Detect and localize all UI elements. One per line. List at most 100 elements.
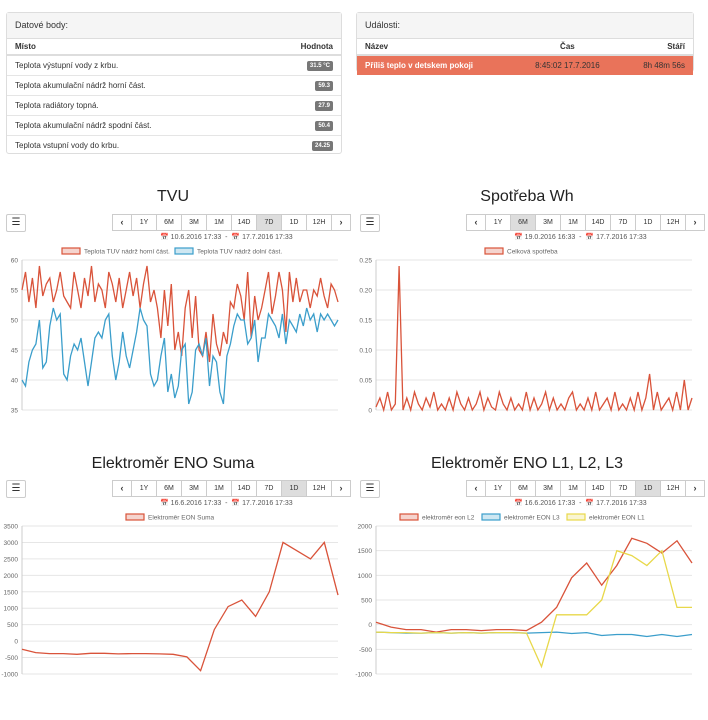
events-panel: Události: Název Čas Stáří Příliš teplo v… <box>356 12 694 75</box>
range-button-6m[interactable]: 6M <box>510 214 536 231</box>
range-button-12h[interactable]: 12H <box>660 480 686 497</box>
calendar-icon: 📅 <box>514 500 523 507</box>
legend-swatch[interactable] <box>566 513 586 521</box>
legend-label[interactable]: Celková spotřeba <box>507 249 558 256</box>
range-next-button[interactable]: › <box>331 214 351 231</box>
range-button-1y[interactable]: 1Y <box>131 214 157 231</box>
range-button-14d[interactable]: 14D <box>585 480 611 497</box>
legend-label[interactable]: Teplota TUV nádrž horní část. <box>84 249 170 256</box>
calendar-icon: 📅 <box>585 500 595 507</box>
legend-swatch[interactable] <box>125 513 145 521</box>
legend-label[interactable]: Teplota TUV nádrž dolní část. <box>197 249 282 256</box>
range-prev-button[interactable]: ‹ <box>466 480 486 497</box>
range-button-3m[interactable]: 3M <box>181 480 207 497</box>
range-button-7d[interactable]: 7D <box>610 214 636 231</box>
chart-menu-button[interactable]: ☰ <box>360 214 380 232</box>
calendar-icon: 📅 <box>514 234 523 241</box>
range-button-3m[interactable]: 3M <box>535 480 561 497</box>
events-table: Název Čas Stáří Příliš teplo v detskem p… <box>357 39 693 75</box>
range-button-1m[interactable]: 1M <box>560 480 586 497</box>
range-button-1m[interactable]: 1M <box>560 214 586 231</box>
col-time: Čas <box>515 39 619 56</box>
hamburger-icon: ☰ <box>11 217 21 228</box>
date-to[interactable]: 17.7.2016 17:33 <box>242 500 293 507</box>
legend-label[interactable]: elektroměr eon L2 <box>422 515 475 522</box>
range-prev-button[interactable]: ‹ <box>466 214 486 231</box>
range-next-button[interactable]: › <box>331 480 351 497</box>
range-next-button[interactable]: › <box>685 480 705 497</box>
range-button-12h[interactable]: 12H <box>306 480 332 497</box>
date-from[interactable]: 10.6.2016 17:33 <box>170 234 222 241</box>
range-prev-button[interactable]: ‹ <box>112 480 132 497</box>
legend-swatch[interactable] <box>484 247 504 255</box>
event-row[interactable]: Příliš teplo v detskem pokoji 8:45:02 17.… <box>357 54 693 75</box>
datapoint-value-cell: 27.9 <box>260 95 341 116</box>
range-button-7d[interactable]: 7D <box>256 480 282 497</box>
legend-swatch[interactable] <box>481 513 501 521</box>
date-from[interactable]: 16.6.2016 17:33 <box>170 500 222 507</box>
chart-plot: elektroměr eon L2 elektroměr EON L3 elektr… <box>355 513 693 679</box>
range-prev-button[interactable]: ‹ <box>112 214 132 231</box>
y-tick-label: 35 <box>11 408 19 415</box>
chart-menu-button[interactable]: ☰ <box>6 214 26 232</box>
range-button-1y[interactable]: 1Y <box>131 480 157 497</box>
range-button-14d[interactable]: 14D <box>231 480 257 497</box>
event-name: Příliš teplo v detskem pokoji <box>357 54 516 75</box>
range-button-12h[interactable]: 12H <box>306 214 332 231</box>
date-from[interactable]: 16.6.2016 17:33 <box>524 500 576 507</box>
range-button-1y[interactable]: 1Y <box>485 480 511 497</box>
range-button-7d[interactable]: 7D <box>610 480 636 497</box>
range-next-button[interactable]: › <box>685 214 705 231</box>
date-to[interactable]: 17.7.2016 17:33 <box>596 234 647 241</box>
chart-title: Elektroměr ENO L1, L2, L3 <box>430 455 624 472</box>
range-button-1m[interactable]: 1M <box>206 480 232 497</box>
legend-swatch[interactable] <box>399 513 419 521</box>
range-button-1d[interactable]: 1D <box>281 214 307 231</box>
range-button-1d[interactable]: 1D <box>635 480 661 497</box>
hamburger-icon: ☰ <box>365 217 375 228</box>
y-tick-label: 2000 <box>358 524 373 531</box>
range-button-1m[interactable]: 1M <box>206 214 232 231</box>
range-button-1d[interactable]: 1D <box>635 214 661 231</box>
date-from[interactable]: 19.0.2016 16:33 <box>524 234 576 241</box>
date-range: 📅 19.0.2016 16:33 - 📅 17.7.2016 17:33 <box>514 234 647 241</box>
range-selector: ‹ 1Y 6M 3M 1M 14D 7D 1D 12H › <box>112 480 351 497</box>
legend-label[interactable]: elektroměr EON L1 <box>589 515 645 522</box>
y-tick-label: 1500 <box>358 548 373 555</box>
range-button-1d[interactable]: 1D <box>281 480 307 497</box>
range-button-7d[interactable]: 7D <box>256 214 282 231</box>
legend-label[interactable]: Elektroměr EON Suma <box>148 515 214 522</box>
series-line-0 <box>375 265 693 413</box>
legend-swatch[interactable] <box>174 247 194 255</box>
range-button-12h[interactable]: 12H <box>660 214 686 231</box>
y-tick-label: 500 <box>7 622 18 629</box>
range-button-14d[interactable]: 14D <box>231 214 257 231</box>
range-button-1y[interactable]: 1Y <box>485 214 511 231</box>
date-to[interactable]: 17.7.2016 17:33 <box>596 500 647 507</box>
y-tick-label: 1500 <box>4 589 19 596</box>
range-button-6m[interactable]: 6M <box>156 480 182 497</box>
legend-label[interactable]: elektroměr EON L3 <box>504 515 560 522</box>
date-to[interactable]: 17.7.2016 17:33 <box>242 234 293 241</box>
events-heading: Události: <box>357 13 693 39</box>
y-tick-label: 2000 <box>4 573 19 580</box>
series-line-1 <box>21 307 339 405</box>
y-tick-label: 3500 <box>4 524 19 531</box>
datapoint-value-cell: 24.25 <box>260 135 341 155</box>
range-button-14d[interactable]: 14D <box>585 214 611 231</box>
range-button-6m[interactable]: 6M <box>510 480 536 497</box>
y-tick-label: -1000 <box>1 672 18 679</box>
chart-menu-button[interactable]: ☰ <box>360 480 380 498</box>
y-tick-label: 40 <box>11 378 19 385</box>
range-button-3m[interactable]: 3M <box>535 214 561 231</box>
range-button-6m[interactable]: 6M <box>156 214 182 231</box>
chart-menu-button[interactable]: ☰ <box>6 480 26 498</box>
datapoints-heading: Datové body: <box>7 13 341 39</box>
range-selector: ‹ 1Y 6M 3M 1M 14D 7D 1D 12H › <box>112 214 351 231</box>
legend-swatch[interactable] <box>61 247 81 255</box>
chart-title: Spotřeba Wh <box>480 188 574 205</box>
hamburger-icon: ☰ <box>11 483 21 494</box>
range-button-3m[interactable]: 3M <box>181 214 207 231</box>
y-tick-label: 0.05 <box>359 378 372 385</box>
series-line-2 <box>375 549 692 669</box>
